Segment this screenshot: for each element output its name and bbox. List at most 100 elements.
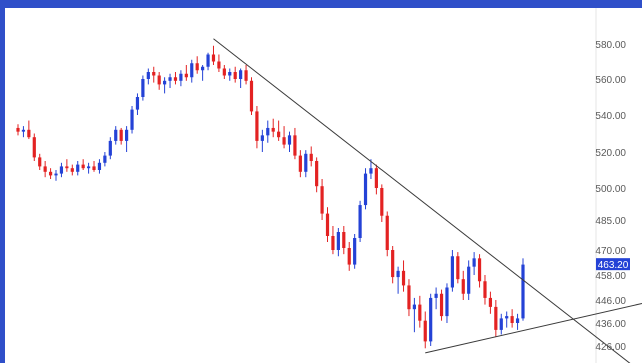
candles-group (16, 45, 525, 349)
candle-body-up (201, 66, 205, 71)
candle-body-up (228, 72, 232, 76)
candle-body-up (125, 129, 129, 141)
candle-body-down (32, 137, 36, 158)
price-tick-label: 580.00 (595, 40, 626, 51)
candle-body-up (135, 97, 140, 110)
price-tick-label: 470.00 (595, 246, 626, 257)
price-tick-label: 436.00 (595, 319, 626, 330)
candle-body-up (287, 135, 292, 145)
candle-body-up (412, 304, 416, 310)
candle-body-down (510, 316, 514, 323)
candle-body-down (298, 155, 302, 172)
candle-body-down (315, 161, 319, 187)
candle-body-down (418, 304, 422, 321)
candle-body-down (222, 68, 226, 76)
last-price-badge: 463.20 (596, 258, 630, 271)
candle-body-down (119, 129, 123, 141)
candle-body-down (380, 188, 384, 216)
frame-left-border (0, 0, 5, 363)
candle-body-up (353, 238, 357, 265)
candle-body-down (157, 75, 161, 85)
candle-body-down (48, 171, 53, 176)
candle-body-down (249, 80, 254, 112)
candle-body-up (336, 232, 340, 250)
candle-body-down (211, 54, 216, 62)
candle-body-up (505, 316, 509, 319)
candle-body-down (70, 168, 74, 172)
candle-body-up (206, 54, 210, 67)
candle-body-down (401, 270, 406, 286)
candle-body-up (369, 168, 373, 174)
candle-body-down (271, 127, 275, 132)
candle-body-down (16, 127, 20, 132)
candle-body-down (43, 166, 47, 172)
candle-body-down (477, 258, 482, 282)
price-tick-label: 520.00 (595, 148, 626, 159)
candle-body-down (81, 164, 85, 169)
candle-body-up (76, 164, 80, 172)
candle-body-up (54, 173, 58, 176)
frame-top-border (0, 0, 642, 8)
last-price-label: 463.20 (598, 260, 629, 271)
candle-body-up (445, 287, 449, 317)
price-axis[interactable]: 580.00 560.00 540.00 520.00 500.00 485.00 470.… (595, 40, 626, 353)
candle-body-down (407, 285, 411, 310)
candle-body-up (260, 135, 264, 141)
last-price-badge-bg (596, 258, 630, 271)
candle-body-up (103, 155, 107, 163)
candle-body-up (434, 293, 438, 298)
candle-body-down (439, 293, 444, 317)
trendlines-group (213, 38, 642, 363)
price-tick-label: 500.00 (595, 184, 626, 195)
candle-body-up (179, 73, 183, 81)
candle-body-up (163, 80, 167, 85)
price-tick-label: 458.00 (595, 271, 626, 282)
price-tick-label: 426.00 (595, 342, 626, 353)
candle-body-up (97, 162, 102, 170)
candle-body-down (494, 306, 498, 330)
candle-body-down (277, 131, 281, 138)
candle-body-down (92, 166, 96, 170)
candle-body-down (309, 153, 313, 161)
candle-body-down (391, 250, 395, 278)
candle-body-down (456, 256, 460, 280)
candle-body-down (173, 77, 178, 81)
candle-body-up (358, 205, 362, 238)
candle-body-down (374, 168, 378, 188)
candle-body-down (233, 72, 237, 79)
candle-body-up (499, 318, 503, 330)
price-tick-label: 540.00 (595, 111, 626, 122)
candle-body-up (130, 109, 134, 130)
candle-body-up (108, 140, 112, 156)
candle-body-up (190, 63, 194, 78)
candle-body-down (152, 72, 156, 76)
candle-body-down (255, 111, 259, 141)
candle-body-down (325, 213, 330, 236)
candle-body-down (488, 297, 493, 307)
candle-body-up (429, 297, 433, 342)
candle-body-down (38, 157, 42, 167)
candle-body-down (331, 236, 335, 250)
candle-body-down (483, 281, 487, 298)
candle-body-up (266, 127, 270, 136)
candle-body-down (320, 186, 324, 214)
candle-body-up (114, 129, 118, 141)
candle-body-down (293, 135, 297, 156)
candle-body-down (27, 129, 31, 138)
candle-body-up (363, 173, 368, 206)
price-tick-label: 446.00 (595, 296, 626, 307)
candle-body-up (450, 256, 454, 288)
candle-body-up (472, 258, 476, 267)
candle-body-up (515, 318, 520, 323)
price-tick-label: 485.00 (595, 216, 626, 227)
descending-trendline (213, 38, 631, 363)
candle-body-up (146, 72, 150, 79)
candle-body-up (86, 166, 91, 169)
candle-body-up (239, 70, 243, 79)
candle-body-down (347, 248, 351, 265)
candle-body-down (342, 232, 346, 248)
candle-body-down (385, 215, 389, 250)
candle-body-up (168, 77, 172, 81)
ascending-trendline (425, 302, 642, 354)
